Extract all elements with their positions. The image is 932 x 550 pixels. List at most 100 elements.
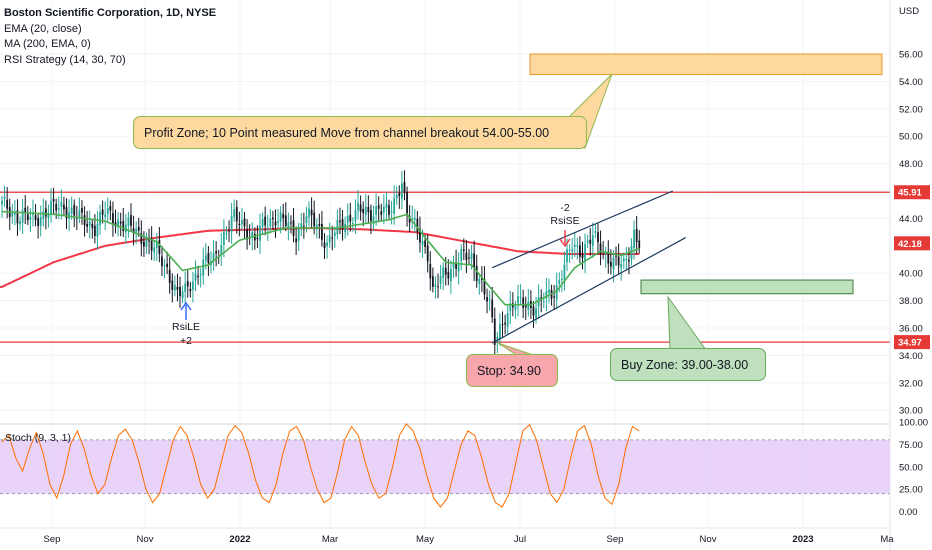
time-tick-label: Sep [44,534,61,545]
candle-body [499,324,501,340]
candle-body [532,306,535,316]
candle-body [246,229,248,240]
candle-body [434,284,437,287]
candle-body [302,225,305,227]
chart-legend: Boston Scientific Corporation, 1D, NYSE … [4,6,216,68]
time-tick-label: Nov [700,534,717,545]
candle-body [119,221,122,224]
candle-body [37,218,40,226]
candle-body [581,254,584,259]
price-badge-label: 34.97 [898,338,922,349]
candle-body [635,229,638,243]
candle-body [235,206,238,222]
candle-body [370,210,372,222]
candle-body [39,216,42,226]
candle-body [44,208,47,217]
candle-body [135,228,138,233]
candle-body [630,245,633,260]
stoch-tick-label: 0.00 [899,507,918,518]
time-tick-label: 2023 [792,534,813,545]
candle-body [341,219,344,230]
candle-body [73,204,76,216]
candle-body [310,209,313,216]
candle-body [153,247,156,253]
candle-body [491,299,494,318]
candle-body [364,206,367,215]
candle-body [282,214,285,219]
candle-body [189,288,192,292]
profit-zone-callout: Profit Zone; 10 Point measured Move from… [133,116,587,149]
candle-body [50,201,52,215]
candle-body [150,238,153,251]
candle-body [486,296,488,302]
candle-body [65,207,68,219]
candle-body [321,223,323,240]
buy-zone-callout: Buy Zone: 39.00-38.00 [610,348,766,381]
candle-body [1,200,3,205]
candle-body [524,305,527,308]
candle-body [545,290,548,299]
candle-body [272,217,274,220]
time-tick-label: Sep [607,534,624,545]
candle-body [155,242,158,249]
stoch-tick-label: 25.00 [899,485,923,496]
candle-body [573,244,576,247]
candle-body [70,207,73,214]
price-badge-label: 42.18 [898,239,922,250]
stoch-tick-label: 100.00 [899,418,928,429]
candle-body [553,296,556,298]
candle-body [29,216,32,220]
candle-body [52,198,55,202]
candle-body [517,296,519,304]
candle-body [279,212,282,222]
candle-body [395,194,398,199]
candle-body [11,212,14,217]
candle-body [609,261,612,267]
symbol-title: Boston Scientific Corporation, 1D, NYSE [4,7,217,19]
candle-body [522,297,525,308]
profit-zone-box [529,53,883,76]
candle-body [318,224,321,226]
ema20-line [1,210,640,306]
candle-body [241,220,243,225]
candle-body [106,207,109,215]
candle-body [406,191,408,214]
candle-body [259,225,261,241]
candle-body [171,280,174,290]
candle-body [571,249,574,252]
candle-body [375,206,377,215]
candle-body [514,305,517,310]
time-tick-label: May [416,534,434,545]
candle-body [535,308,537,319]
candle-body [63,204,65,210]
candle-body [256,237,259,240]
time-tick-label: Mar [322,534,338,545]
candle-body [537,297,540,307]
candle-body [589,239,592,244]
candle-body [488,298,491,300]
candle-body [181,291,184,298]
time-tick-label: Nov [137,534,154,545]
candle-body [6,199,9,209]
price-tick-label: 48.00 [899,159,923,170]
candle-body [331,237,334,239]
candle-body [576,245,579,247]
candle-body [377,205,380,209]
candle-body [266,227,269,229]
candle-body [336,219,339,234]
candle-body [555,285,558,300]
candle-body [620,263,623,268]
candle-body [586,240,589,243]
candle-body [617,256,620,266]
candle-body [339,220,341,222]
stoch-tick-label: 75.00 [899,440,923,451]
candle-body [493,318,496,345]
candle-body [429,264,432,279]
candle-body [447,272,450,279]
candle-body [408,216,411,223]
candle-body [460,249,463,262]
candle-body [439,276,442,284]
rsile-label: RsiLE [171,321,200,333]
candle-body [251,232,254,238]
